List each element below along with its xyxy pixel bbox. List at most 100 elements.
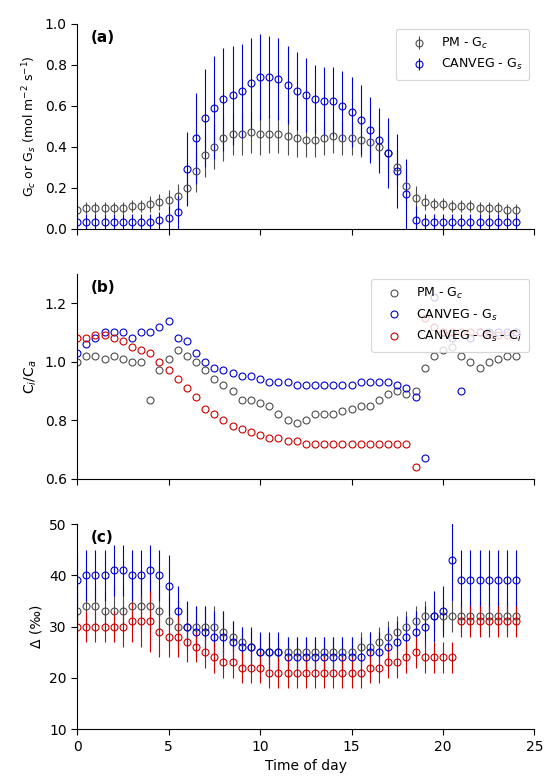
PM - G$_c$ [394, 387, 401, 396]
PM - G$_c$ [156, 366, 163, 376]
PM - G$_c$ [358, 401, 364, 410]
CANVEG - G$_s$ - C$_i$ [412, 463, 419, 472]
PM - G$_c$ [485, 357, 492, 366]
CANVEG - G$_s$ [275, 377, 282, 387]
CANVEG - G$_s$ - C$_i$ [302, 439, 309, 448]
CANVEG - G$_s$ - C$_i$ [129, 343, 136, 352]
PM - G$_c$ [120, 354, 126, 364]
CANVEG - G$_s$ - C$_i$ [275, 433, 282, 442]
CANVEG - G$_s$ - C$_i$ [403, 439, 410, 448]
CANVEG - G$_s$ [129, 333, 136, 343]
PM - G$_c$ [74, 357, 80, 366]
PM - G$_c$ [211, 375, 218, 384]
CANVEG - G$_s$ [229, 368, 236, 378]
CANVEG - G$_s$ [220, 366, 227, 376]
PM - G$_c$ [302, 416, 309, 425]
Text: (c): (c) [91, 530, 114, 545]
PM - G$_c$ [321, 410, 327, 419]
CANVEG - G$_s$ - C$_i$ [495, 331, 501, 340]
PM - G$_c$ [83, 351, 90, 361]
CANVEG - G$_s$ - C$_i$ [165, 366, 172, 376]
CANVEG - G$_s$ [183, 336, 190, 346]
CANVEG - G$_s$ - C$_i$ [430, 321, 437, 331]
CANVEG - G$_s$ [193, 348, 199, 358]
PM - G$_c$ [266, 401, 273, 410]
PM - G$_c$ [275, 410, 282, 419]
CANVEG - G$_s$ [165, 316, 172, 325]
CANVEG - G$_s$ [513, 328, 520, 337]
CANVEG - G$_s$ [339, 380, 345, 390]
CANVEG - G$_s$ - C$_i$ [330, 439, 337, 448]
CANVEG - G$_s$ [485, 328, 492, 337]
CANVEG - G$_s$ [312, 380, 318, 390]
Y-axis label: Δ (‰): Δ (‰) [30, 605, 44, 648]
CANVEG - G$_s$ - C$_i$ [239, 424, 245, 434]
PM - G$_c$ [513, 351, 520, 361]
PM - G$_c$ [312, 410, 318, 419]
CANVEG - G$_s$ [440, 328, 446, 337]
PM - G$_c$ [239, 395, 245, 405]
CANVEG - G$_s$ [147, 328, 154, 337]
CANVEG - G$_s$ - C$_i$ [183, 383, 190, 393]
CANVEG - G$_s$ [458, 387, 464, 396]
CANVEG - G$_s$ - C$_i$ [83, 333, 90, 343]
PM - G$_c$ [193, 357, 199, 366]
CANVEG - G$_s$ - C$_i$ [358, 439, 364, 448]
PM - G$_c$ [147, 395, 154, 405]
CANVEG - G$_s$ - C$_i$ [138, 345, 144, 354]
CANVEG - G$_s$ [293, 380, 300, 390]
CANVEG - G$_s$ [138, 328, 144, 337]
CANVEG - G$_s$ [156, 321, 163, 331]
CANVEG - G$_s$ - C$_i$ [175, 375, 181, 384]
PM - G$_c$ [92, 351, 99, 361]
CANVEG - G$_s$ - C$_i$ [385, 439, 391, 448]
PM - G$_c$ [458, 351, 464, 361]
CANVEG - G$_s$ - C$_i$ [312, 439, 318, 448]
CANVEG - G$_s$ [412, 392, 419, 401]
PM - G$_c$ [284, 416, 291, 425]
PM - G$_c$ [257, 398, 263, 408]
CANVEG - G$_s$ - C$_i$ [284, 436, 291, 445]
PM - G$_c$ [385, 389, 391, 398]
CANVEG - G$_s$ - C$_i$ [339, 439, 345, 448]
CANVEG - G$_s$ [110, 328, 117, 337]
CANVEG - G$_s$ - C$_i$ [376, 439, 382, 448]
CANVEG - G$_s$ [504, 328, 510, 337]
PM - G$_c$ [202, 366, 208, 376]
CANVEG - G$_s$ [83, 339, 90, 349]
CANVEG - G$_s$ [385, 377, 391, 387]
PM - G$_c$ [495, 354, 501, 364]
PM - G$_c$ [330, 410, 337, 419]
CANVEG - G$_s$ - C$_i$ [211, 410, 218, 419]
Line: CANVEG - G$_s$ - C$_i$: CANVEG - G$_s$ - C$_i$ [74, 314, 520, 470]
Y-axis label: G$_c$ or G$_s$ (mol m$^{-2}$ s$^{-1}$): G$_c$ or G$_s$ (mol m$^{-2}$ s$^{-1}$) [20, 55, 39, 197]
Y-axis label: C$_i$/C$_a$: C$_i$/C$_a$ [23, 359, 39, 394]
CANVEG - G$_s$ - C$_i$ [247, 427, 254, 437]
CANVEG - G$_s$ [376, 377, 382, 387]
PM - G$_c$ [412, 387, 419, 396]
PM - G$_c$ [504, 351, 510, 361]
CANVEG - G$_s$ - C$_i$ [394, 439, 401, 448]
PM - G$_c$ [129, 357, 136, 366]
CANVEG - G$_s$ [394, 380, 401, 390]
Text: (a): (a) [91, 30, 115, 45]
CANVEG - G$_s$ [467, 333, 474, 343]
PM - G$_c$ [467, 357, 474, 366]
CANVEG - G$_s$ [476, 328, 483, 337]
CANVEG - G$_s$ - C$_i$ [348, 439, 355, 448]
CANVEG - G$_s$ - C$_i$ [467, 328, 474, 337]
CANVEG - G$_s$ [449, 333, 456, 343]
PM - G$_c$ [175, 345, 181, 354]
PM - G$_c$ [165, 354, 172, 364]
CANVEG - G$_s$ [330, 380, 337, 390]
CANVEG - G$_s$ - C$_i$ [156, 357, 163, 366]
PM - G$_c$ [430, 351, 437, 361]
CANVEG - G$_s$ - C$_i$ [458, 328, 464, 337]
CANVEG - G$_s$ - C$_i$ [513, 331, 520, 340]
CANVEG - G$_s$ [430, 292, 437, 302]
PM - G$_c$ [403, 389, 410, 398]
CANVEG - G$_s$ [366, 377, 373, 387]
CANVEG - G$_s$ [302, 380, 309, 390]
CANVEG - G$_s$ - C$_i$ [110, 333, 117, 343]
CANVEG - G$_s$ [422, 454, 428, 463]
